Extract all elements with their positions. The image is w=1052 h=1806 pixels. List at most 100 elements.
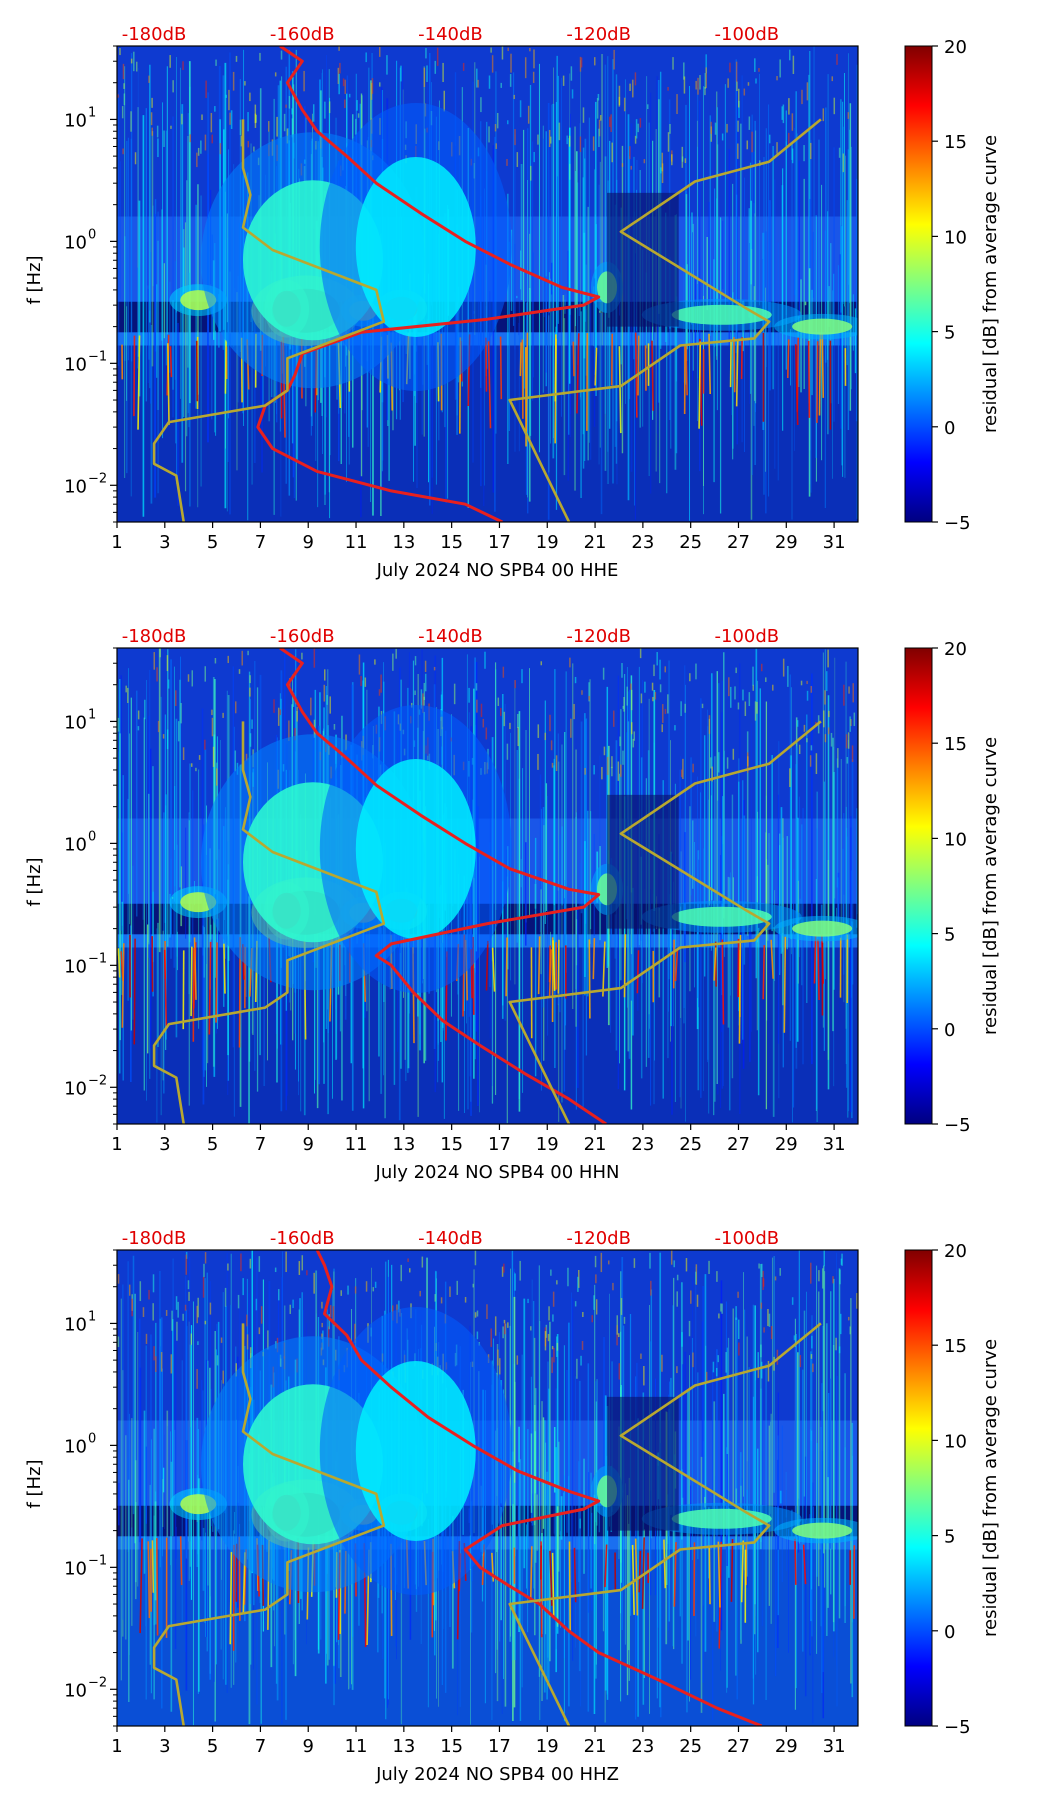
spectrogram-texture [123, 83, 125, 89]
spectrogram-texture [321, 1333, 323, 1340]
spectrogram-texture [365, 52, 367, 63]
spectrogram-texture [501, 1266, 504, 1277]
spectrogram-texture [634, 1538, 639, 1616]
spectrogram-texture [509, 74, 512, 87]
spectrogram-texture [193, 937, 197, 1000]
spectrogram-texture [423, 696, 425, 706]
spectrogram-texture [573, 1547, 577, 1603]
spectrogram-texture [727, 78, 729, 88]
spectrogram-texture [190, 1333, 193, 1345]
colorbar-tick-label: 10 [944, 1431, 967, 1452]
spectrogram-texture [255, 1298, 258, 1311]
x-tick-label: 13 [392, 1736, 415, 1757]
spectrogram-texture [631, 722, 633, 735]
spectrogram-texture [225, 94, 228, 98]
spectrogram-texture [809, 755, 812, 767]
y-tick-label: 10 [64, 110, 87, 131]
spectrogram-texture [752, 666, 754, 686]
spectrogram-texture [494, 124, 497, 132]
spectrogram-texture [792, 55, 795, 75]
spectrogram-texture [768, 134, 771, 144]
spectrogram-texture [674, 725, 676, 731]
spectrogram-texture [421, 1256, 424, 1268]
spectrogram-texture [828, 710, 830, 718]
spectrogram-texture [729, 62, 731, 73]
spectrogram-texture [721, 939, 725, 1025]
spectrogram-texture [634, 72, 637, 86]
spectrogram-texture [228, 89, 230, 111]
spectrogram-texture [487, 341, 492, 429]
spectrogram-texture [743, 88, 746, 96]
spectrogram-texture [527, 1298, 529, 1304]
spectrogram-texture [748, 116, 751, 130]
spectrogram-texture [705, 1371, 708, 1384]
spectrogram-texture [170, 125, 172, 129]
spectrogram-texture [787, 665, 789, 687]
spectrogram-texture [152, 1303, 154, 1321]
y-tick-label: 10 [64, 834, 87, 855]
spectrogram-texture [760, 1344, 762, 1358]
spectrogram-texture [617, 761, 620, 781]
spectrogram-texture [514, 1273, 516, 1291]
spectrogram-texture [796, 720, 799, 727]
spectrogram-texture [674, 949, 679, 982]
spectrogram-texture [277, 707, 280, 726]
spectrogram-texture [685, 1258, 688, 1272]
spectrogram-texture [812, 1363, 814, 1373]
x-tick-label: 29 [775, 1736, 798, 1757]
spectrogram-texture [839, 1269, 841, 1285]
top-db-label: -100dB [715, 626, 780, 647]
spectrogram-texture [841, 1253, 843, 1266]
spectrogram-texture [659, 684, 662, 693]
y-tick-label: 10 [64, 1436, 87, 1457]
colorbar-tick-label: 5 [944, 925, 955, 946]
spectrogram-texture [588, 939, 591, 1019]
spectrogram-texture [581, 1340, 584, 1350]
spectrogram-texture [710, 126, 713, 142]
spectrogram-texture [738, 100, 740, 118]
spectrogram-texture [521, 339, 524, 419]
spectrogram-texture [364, 677, 367, 687]
spectrogram-texture [638, 1550, 642, 1593]
x-tick-label: 11 [345, 1134, 368, 1155]
top-db-label: -120dB [566, 24, 631, 45]
spectrogram-texture [726, 123, 728, 133]
spectrogram-texture [649, 1252, 651, 1269]
spectrogram-texture [838, 1346, 841, 1354]
spectrogram-texture [568, 1541, 572, 1631]
top-db-label: -140dB [418, 24, 483, 45]
spectrogram-texture [811, 1335, 813, 1349]
spectrogram-texture [211, 134, 213, 144]
spectrogram-blob [355, 156, 476, 337]
spectrogram-texture [507, 120, 509, 125]
spectrogram-texture [137, 335, 141, 430]
spectrogram-texture [800, 680, 803, 686]
spectrogram-texture [782, 658, 785, 677]
spectrogram-texture [746, 140, 749, 150]
spectrogram-texture [803, 145, 805, 162]
spectrogram-texture [486, 1304, 488, 1320]
y-axis-label: f [Hz] [24, 857, 45, 906]
spectrogram-texture [773, 1356, 775, 1371]
y-tick-exponent: −2 [88, 471, 107, 486]
top-db-label: -160dB [270, 1228, 335, 1249]
spectrogram-texture [476, 1310, 479, 1317]
spectrogram-texture [506, 159, 508, 166]
spectrogram-texture [611, 756, 613, 769]
spectrogram-texture [117, 717, 120, 732]
spectrogram-texture [823, 1250, 825, 1267]
spectrogram-texture [767, 1309, 769, 1327]
x-tick-label: 3 [159, 1736, 170, 1757]
spectrogram-texture [600, 1252, 603, 1273]
spectrogram-texture [407, 1258, 409, 1262]
spectrogram-texture [557, 939, 560, 994]
spectrogram-texture [601, 766, 603, 780]
spectrogram-texture [596, 97, 599, 119]
x-axis-label: July 2024 NO SPB4 00 HHZ [375, 1764, 619, 1785]
series-line-1 [152, 1323, 386, 1726]
spectrogram-texture [182, 747, 185, 761]
spectrogram-texture [185, 1254, 187, 1275]
spectrogram-texture [721, 133, 724, 141]
spectrogram-texture [197, 1341, 199, 1346]
spectrogram-texture [165, 1309, 168, 1316]
